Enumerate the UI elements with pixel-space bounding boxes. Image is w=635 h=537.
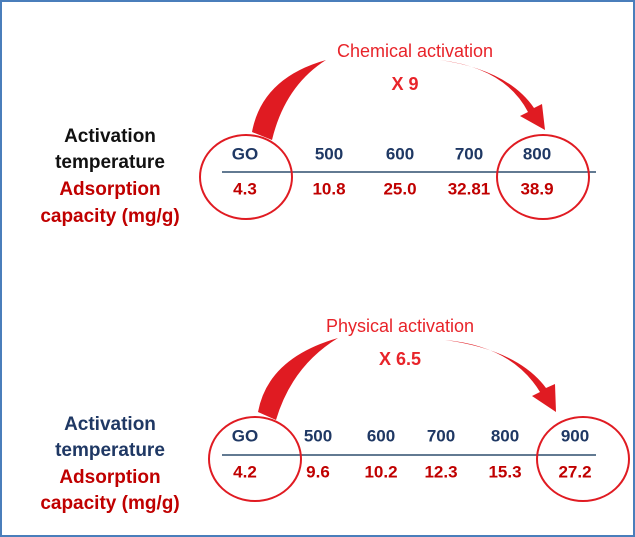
temperature: 900 (561, 426, 589, 445)
row-label: capacity (mg/g) (40, 493, 179, 514)
capacity: 4.3 (233, 179, 257, 198)
panel: Physical activation X 6.5 Activation temper… (40, 316, 630, 514)
arrow (258, 338, 338, 420)
capacity: 32.81 (448, 179, 491, 198)
highlight-circle (496, 134, 590, 220)
panel: Chemical activation X 9 Activation temperat… (40, 41, 596, 227)
multiplier: X 9 (391, 74, 418, 94)
capacity: 10.8 (312, 179, 345, 198)
capacity: 27.2 (558, 462, 591, 481)
row-label: Activation (64, 414, 156, 435)
temperature: 600 (367, 426, 395, 445)
row-label: Adsorption (59, 179, 160, 200)
temperature: 500 (315, 144, 343, 163)
capacity: 25.0 (383, 179, 416, 198)
temperature: 600 (386, 144, 414, 163)
temperature: GO (232, 144, 258, 163)
capacity: 15.3 (488, 462, 521, 481)
capacity: 12.3 (424, 462, 457, 481)
capacity: 10.2 (364, 462, 397, 481)
panel-title: Physical activation (326, 316, 474, 336)
arrow (440, 60, 545, 130)
panel-title: Chemical activation (337, 41, 493, 61)
arrow (252, 60, 326, 140)
multiplier: X 6.5 (379, 349, 421, 369)
row-label: temperature (55, 152, 165, 173)
capacity: 9.6 (306, 462, 330, 481)
highlight-circle (536, 416, 630, 502)
temperature: 500 (304, 426, 332, 445)
row-label: capacity (mg/g) (40, 206, 179, 227)
temperature: GO (232, 426, 258, 445)
capacity: 4.2 (233, 462, 257, 481)
row-label: temperature (55, 440, 165, 461)
highlight-circle (208, 416, 302, 502)
temperature: 800 (491, 426, 519, 445)
row-label: Adsorption (59, 467, 160, 488)
temperature: 700 (455, 144, 483, 163)
temperature: 700 (427, 426, 455, 445)
row-label: Activation (64, 126, 156, 147)
capacity: 38.9 (520, 179, 553, 198)
arrow (445, 340, 556, 412)
highlight-circle (199, 134, 293, 220)
temperature: 800 (523, 144, 551, 163)
